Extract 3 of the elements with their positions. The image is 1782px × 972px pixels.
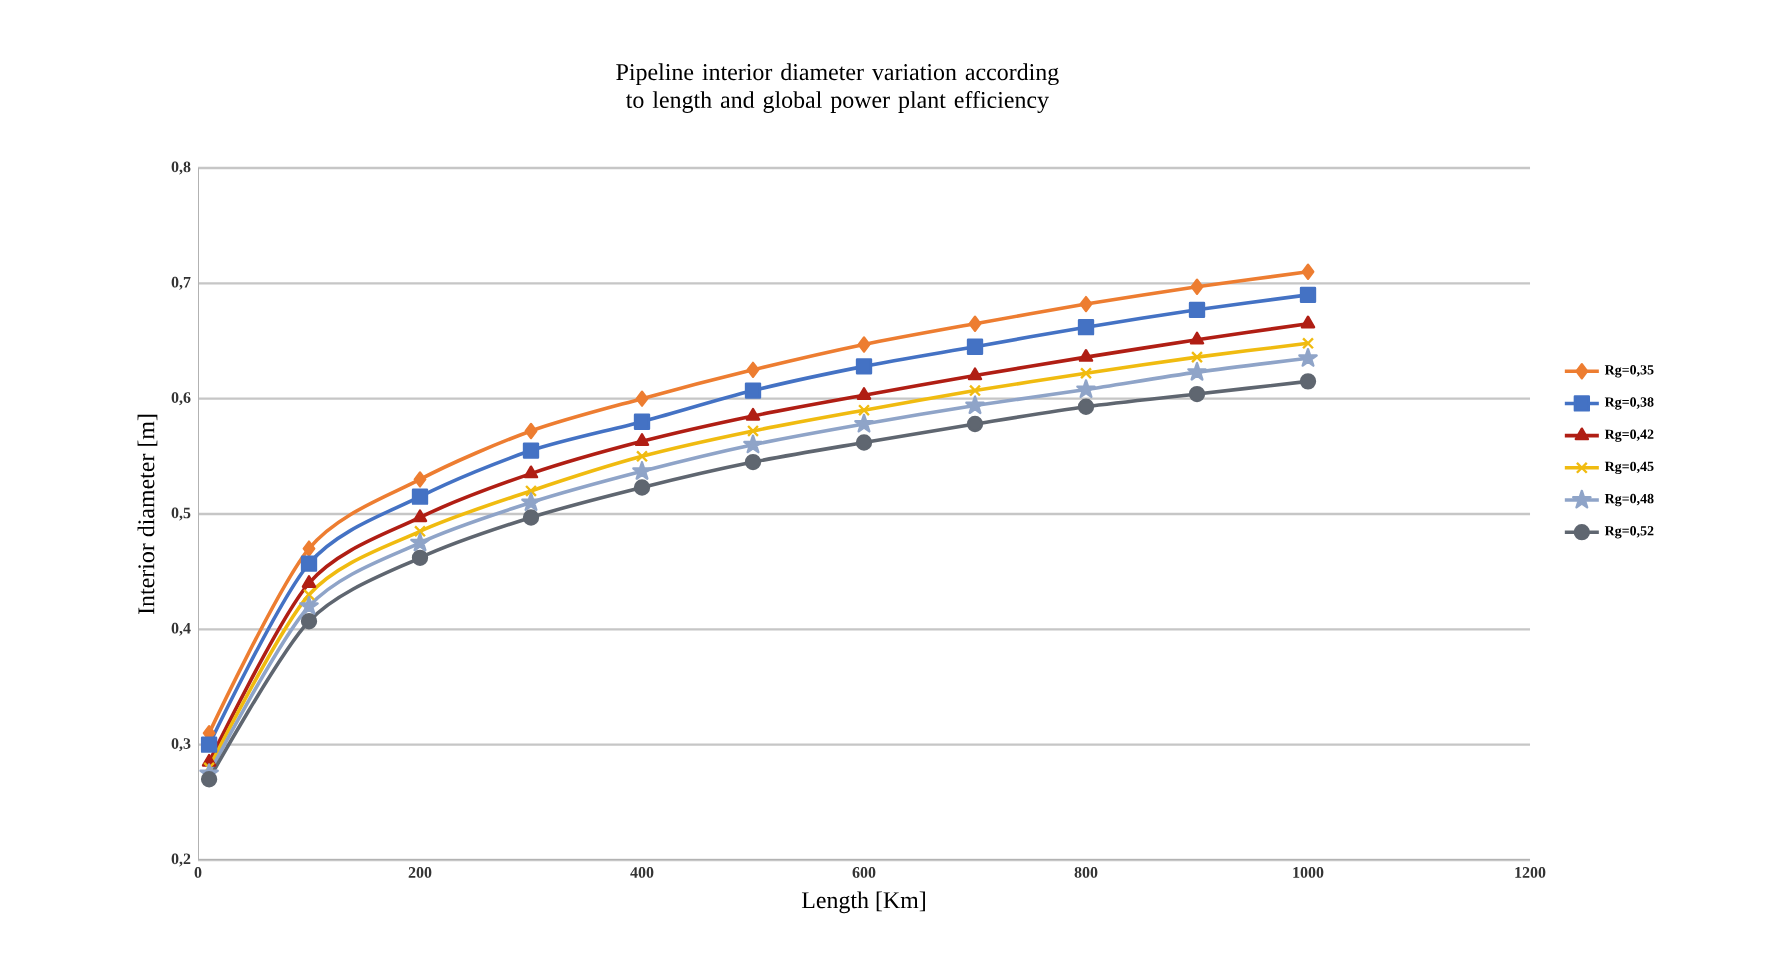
- chart-title: Pipeline interior diameter variation according to length and global power plant efficiency: [616, 63, 1059, 113]
- x-axis-title: Length [Km]: [801, 891, 925, 914]
- y-axis-title: Interior diameter [m]: [137, 414, 158, 615]
